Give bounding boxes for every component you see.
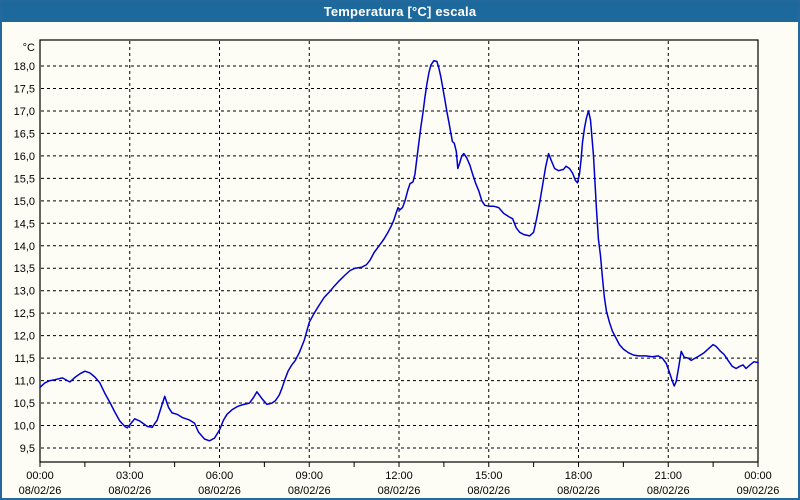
x-date-label: 08/02/26 — [557, 485, 600, 497]
x-time-label: 00:00 — [26, 470, 54, 482]
x-date-label: 08/02/26 — [467, 485, 510, 497]
y-tick-label: 11,5 — [14, 353, 35, 365]
window-title: Temperatura [°C] escala — [323, 4, 477, 19]
x-time-label: 12:00 — [385, 470, 413, 482]
x-time-label: 00:00 — [744, 470, 772, 482]
y-tick-label: 9,5 — [20, 443, 35, 455]
y-tick-label: 16,0 — [14, 151, 35, 163]
y-tick-label: 12,0 — [14, 331, 35, 343]
x-date-label: 09/02/26 — [737, 485, 780, 497]
title-bar: Temperatura [°C] escala — [2, 2, 798, 22]
y-tick-label: 10,0 — [14, 421, 35, 433]
x-date-label: 08/02/26 — [198, 485, 241, 497]
y-tick-label: 13,0 — [14, 286, 35, 298]
x-date-label: 08/02/26 — [108, 485, 151, 497]
x-date-label: 08/02/26 — [288, 485, 331, 497]
x-date-label: 08/02/26 — [19, 485, 62, 497]
y-tick-label: 13,5 — [14, 263, 35, 275]
y-tick-label: 14,5 — [14, 218, 35, 230]
y-tick-label: 14,0 — [14, 241, 35, 253]
y-axis-unit-label: °C — [23, 42, 35, 54]
y-tick-label: 18,0 — [14, 61, 35, 73]
x-time-label: 15:00 — [475, 470, 503, 482]
plot-border — [39, 39, 759, 463]
y-tick-label: 11,0 — [14, 376, 35, 388]
temperature-line — [39, 59, 759, 442]
x-time-label: 18:00 — [565, 470, 593, 482]
x-date-label: 08/02/26 — [647, 485, 690, 497]
x-date-label: 08/02/26 — [378, 485, 421, 497]
y-tick-label: 10,5 — [14, 398, 35, 410]
x-time-label: 06:00 — [206, 470, 234, 482]
y-tick-label: 15,5 — [14, 173, 35, 185]
y-tick-label: 15,0 — [14, 196, 35, 208]
y-tick-label: 17,5 — [14, 83, 35, 95]
x-time-label: 09:00 — [295, 470, 323, 482]
x-time-label: 03:00 — [116, 470, 144, 482]
y-tick-label: 16,5 — [14, 128, 35, 140]
x-time-label: 21:00 — [654, 470, 682, 482]
y-tick-label: 17,0 — [14, 106, 35, 118]
y-tick-label: 12,5 — [14, 308, 35, 320]
